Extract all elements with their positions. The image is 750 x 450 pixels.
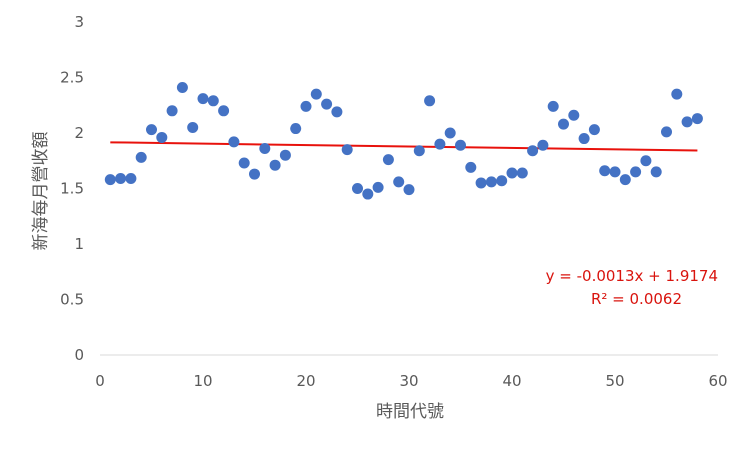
data-point — [527, 145, 539, 157]
data-point — [393, 176, 405, 188]
data-point — [434, 138, 446, 150]
data-point — [197, 93, 209, 105]
data-point — [331, 106, 343, 118]
data-point — [661, 126, 672, 138]
y-tick-label: 2 — [74, 124, 84, 142]
data-point — [465, 161, 477, 173]
y-tick-label: 2.5 — [60, 69, 84, 87]
data-point — [104, 174, 116, 186]
y-axis-ticks: 0 0.5 1 1.5 2 2.5 3 — [60, 13, 84, 364]
data-point — [599, 165, 611, 177]
data-point — [485, 176, 497, 188]
data-point — [135, 151, 147, 163]
x-tick-label: 50 — [605, 372, 624, 390]
x-tick-label: 40 — [502, 372, 521, 390]
data-point — [609, 166, 621, 178]
x-tick-label: 20 — [296, 372, 315, 390]
y-tick-label: 3 — [74, 13, 84, 31]
data-point — [588, 124, 600, 136]
data-point — [300, 100, 312, 112]
data-point — [671, 88, 683, 100]
data-point — [578, 133, 590, 145]
data-point — [568, 109, 580, 121]
data-point — [403, 184, 415, 196]
data-points — [104, 81, 703, 200]
data-point — [125, 173, 137, 185]
trendline-r-squared: R² = 0.0062 — [591, 290, 682, 308]
data-point — [619, 174, 631, 186]
data-point — [279, 149, 291, 161]
y-tick-label: 0.5 — [60, 291, 84, 309]
data-point — [218, 105, 230, 117]
data-point — [475, 177, 487, 189]
data-point — [413, 145, 425, 157]
data-point — [640, 155, 652, 167]
data-point — [444, 127, 456, 139]
data-point — [547, 100, 559, 112]
data-point — [372, 181, 384, 193]
data-point — [238, 157, 250, 169]
data-point — [321, 98, 333, 110]
trendline-equation: y = -0.0013x + 1.9174 — [546, 267, 718, 285]
data-point — [156, 131, 168, 143]
data-point — [228, 136, 240, 148]
data-point — [681, 116, 693, 128]
trendline — [110, 141, 698, 152]
data-point — [259, 143, 271, 155]
y-axis-title: 新海每月營收額 — [31, 132, 51, 251]
data-point — [187, 121, 199, 133]
data-point — [310, 88, 322, 100]
data-point — [290, 123, 302, 135]
data-point — [424, 95, 436, 107]
data-point — [455, 139, 466, 151]
data-point — [166, 105, 178, 117]
y-tick-label: 0 — [74, 346, 84, 364]
x-tick-label: 30 — [399, 372, 418, 390]
data-point — [496, 175, 508, 187]
data-point — [146, 124, 157, 136]
data-point — [382, 154, 394, 166]
data-point — [362, 188, 374, 200]
x-axis-ticks: 0 10 20 30 40 50 60 — [95, 372, 727, 390]
x-tick-label: 10 — [193, 372, 212, 390]
x-tick-label: 60 — [708, 372, 727, 390]
data-point — [115, 173, 127, 185]
data-point — [650, 166, 662, 178]
data-point — [506, 167, 518, 179]
y-tick-label: 1 — [74, 235, 84, 253]
data-point — [691, 113, 703, 125]
data-point — [176, 81, 188, 93]
data-point — [341, 144, 353, 156]
data-point — [516, 167, 528, 179]
data-point — [207, 95, 219, 107]
data-point — [249, 168, 260, 180]
data-point — [537, 139, 549, 151]
x-tick-label: 0 — [95, 372, 105, 390]
data-point — [269, 159, 281, 171]
data-point — [352, 183, 363, 194]
y-tick-label: 1.5 — [60, 180, 84, 198]
x-axis-title: 時間代號 — [376, 402, 444, 422]
data-point — [558, 118, 569, 130]
data-point — [630, 166, 642, 178]
